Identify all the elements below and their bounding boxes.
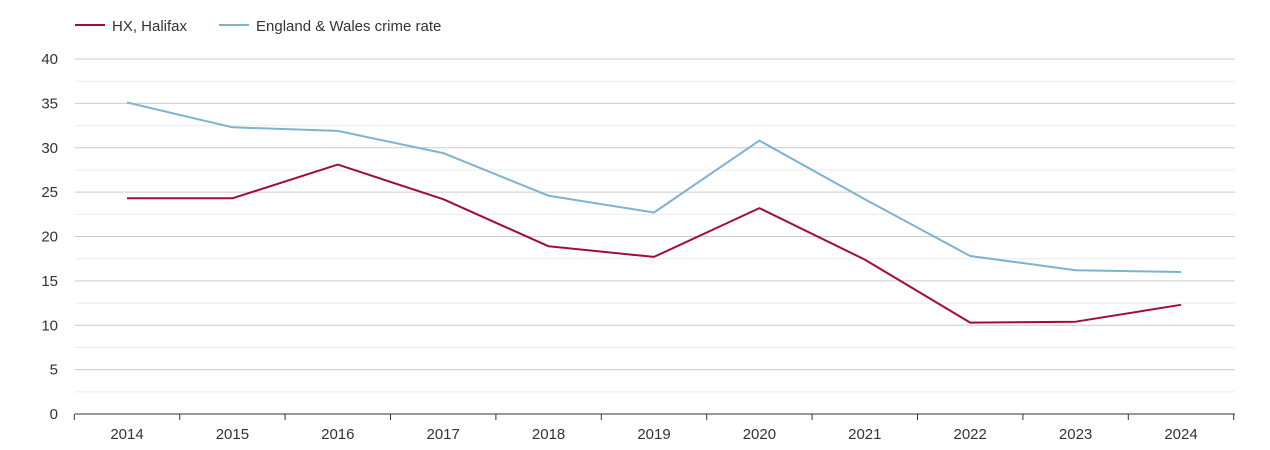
y-tick-label: 5 <box>50 362 58 379</box>
y-tick-label: 40 <box>41 51 58 68</box>
x-tick-label: 2015 <box>216 426 249 443</box>
y-tick-label: 0 <box>50 406 58 423</box>
legend-label-england-wales: England & Wales crime rate <box>256 18 441 35</box>
x-tick-label: 2022 <box>954 426 987 443</box>
x-axis: 2014 2015 2016 2017 2018 2019 2020 2021 2022 2023… <box>73 413 1235 443</box>
y-tick-label: 10 <box>41 317 58 334</box>
x-tick-label: 2023 <box>1059 426 1092 443</box>
x-tick-label: 2020 <box>743 426 776 443</box>
series-lines <box>126 101 1182 324</box>
x-tick-label: 2016 <box>321 426 354 443</box>
series-line-england-wales-crime-rate <box>126 101 1182 273</box>
legend-label-hx-halifax: HX, Halifax <box>112 18 188 35</box>
x-tick-label: 2018 <box>532 426 565 443</box>
gridlines <box>75 58 1235 393</box>
legend: HX, Halifax England & Wales crime rate <box>75 18 441 35</box>
x-tick-label: 2017 <box>427 426 460 443</box>
x-tick-label: 2019 <box>637 426 670 443</box>
y-tick-label: 35 <box>41 95 58 112</box>
x-tick-label: 2021 <box>848 426 881 443</box>
series-line-hx-halifax <box>127 163 1182 324</box>
y-axis: 0 5 10 15 20 25 30 35 40 <box>41 51 58 423</box>
y-tick-label: 30 <box>41 140 58 157</box>
x-tick-label: 2014 <box>110 426 143 443</box>
x-tick-label: 2024 <box>1164 426 1197 443</box>
y-tick-label: 20 <box>41 229 58 246</box>
y-tick-label: 15 <box>41 273 58 290</box>
y-tick-label: 25 <box>41 184 58 201</box>
